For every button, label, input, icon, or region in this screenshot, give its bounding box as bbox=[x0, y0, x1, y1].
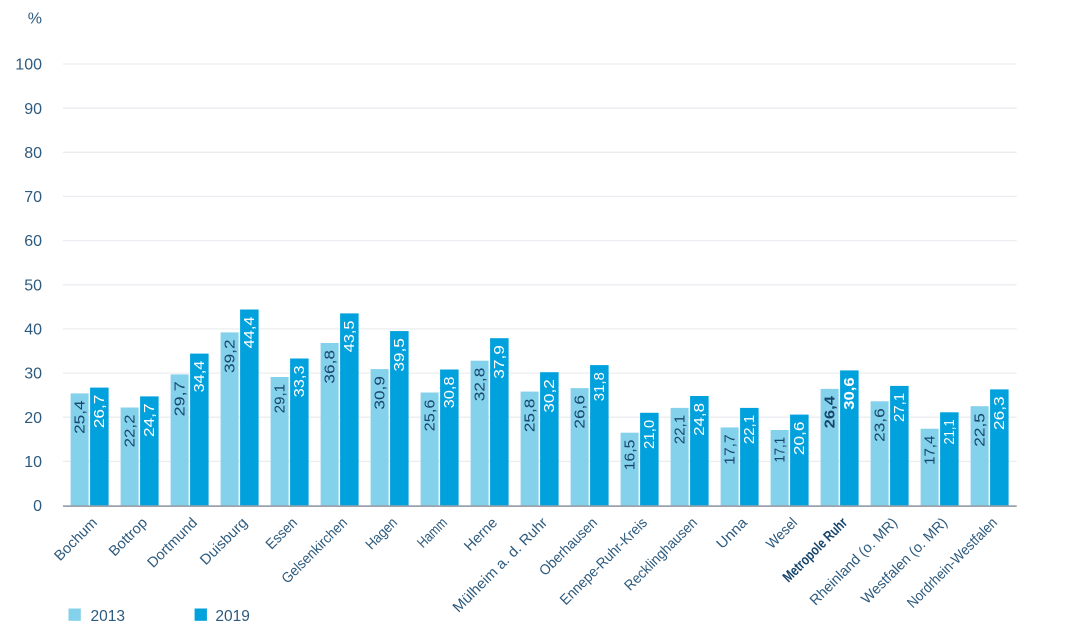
svg-text:26,3: 26,3 bbox=[991, 396, 1008, 430]
svg-text:39,5: 39,5 bbox=[391, 338, 408, 372]
svg-text:22,1: 22,1 bbox=[671, 415, 688, 444]
svg-text:33,3: 33,3 bbox=[292, 365, 308, 397]
svg-text:70: 70 bbox=[24, 189, 42, 206]
svg-text:22,5: 22,5 bbox=[971, 413, 988, 447]
svg-text:40: 40 bbox=[24, 322, 42, 339]
svg-text:100: 100 bbox=[15, 57, 42, 74]
svg-text:2013: 2013 bbox=[91, 608, 125, 625]
svg-text:30,8: 30,8 bbox=[442, 376, 458, 408]
svg-text:%: % bbox=[28, 11, 42, 28]
svg-text:43,5: 43,5 bbox=[342, 320, 358, 352]
svg-text:60: 60 bbox=[24, 233, 42, 250]
svg-text:24,7: 24,7 bbox=[141, 403, 158, 437]
svg-text:30,9: 30,9 bbox=[371, 376, 388, 410]
svg-text:32,8: 32,8 bbox=[471, 368, 488, 402]
svg-text:17,4: 17,4 bbox=[921, 436, 938, 465]
svg-text:17,7: 17,7 bbox=[722, 434, 739, 464]
svg-text:0: 0 bbox=[33, 498, 42, 515]
svg-text:37,9: 37,9 bbox=[491, 345, 508, 379]
svg-text:26,7: 26,7 bbox=[91, 395, 108, 429]
svg-text:80: 80 bbox=[24, 145, 42, 162]
svg-text:22,1: 22,1 bbox=[741, 415, 758, 444]
svg-text:30: 30 bbox=[24, 366, 42, 383]
svg-text:50: 50 bbox=[24, 277, 42, 294]
svg-text:20,6: 20,6 bbox=[791, 422, 808, 456]
svg-text:23,6: 23,6 bbox=[871, 408, 888, 442]
svg-text:44,4: 44,4 bbox=[242, 316, 258, 348]
svg-text:20: 20 bbox=[24, 410, 42, 427]
svg-text:36,8: 36,8 bbox=[321, 350, 338, 384]
svg-text:25,4: 25,4 bbox=[71, 400, 88, 434]
svg-text:17,1: 17,1 bbox=[771, 437, 788, 463]
svg-text:21,1: 21,1 bbox=[940, 419, 957, 444]
svg-text:2019: 2019 bbox=[215, 608, 249, 625]
svg-text:16,5: 16,5 bbox=[622, 440, 639, 471]
svg-text:29,1: 29,1 bbox=[271, 384, 288, 413]
svg-text:27,1: 27,1 bbox=[891, 393, 908, 422]
svg-text:26,6: 26,6 bbox=[571, 395, 588, 429]
svg-text:24,8: 24,8 bbox=[692, 403, 708, 436]
svg-text:25,6: 25,6 bbox=[422, 399, 438, 431]
svg-text:26,4: 26,4 bbox=[822, 396, 838, 429]
svg-text:34,4: 34,4 bbox=[192, 360, 208, 392]
svg-text:31,8: 31,8 bbox=[591, 372, 608, 401]
svg-text:22,2: 22,2 bbox=[122, 414, 138, 447]
svg-text:30,6: 30,6 bbox=[842, 377, 858, 410]
svg-text:10: 10 bbox=[24, 454, 42, 471]
svg-text:25,8: 25,8 bbox=[521, 399, 538, 433]
svg-text:30,2: 30,2 bbox=[541, 379, 558, 413]
svg-text:29,7: 29,7 bbox=[171, 381, 188, 416]
svg-text:21,0: 21,0 bbox=[641, 420, 658, 449]
svg-text:39,2: 39,2 bbox=[221, 339, 238, 373]
svg-text:90: 90 bbox=[24, 101, 42, 118]
